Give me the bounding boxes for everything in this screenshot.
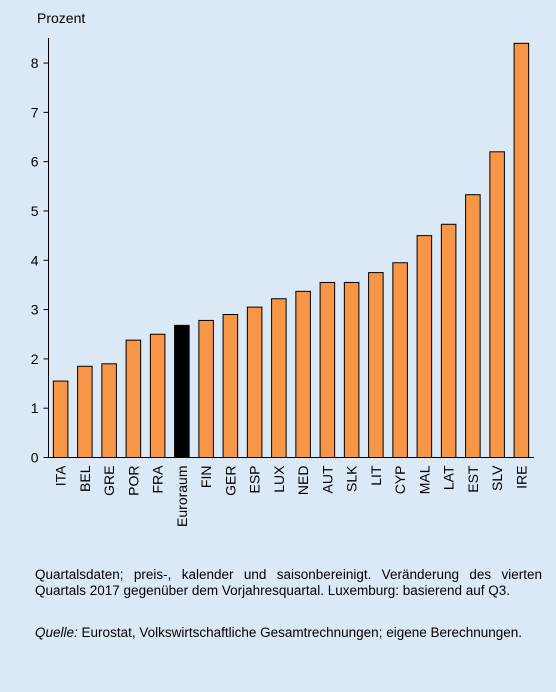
x-tick-label: SLV: [489, 465, 505, 491]
x-tick-label: ITA: [53, 465, 69, 486]
x-tick-label: IRE: [513, 466, 529, 489]
source-label: Quelle:: [35, 625, 78, 640]
bar: [368, 272, 384, 458]
x-tick-label: MAL: [416, 465, 432, 494]
source-text: Eurostat, Volkswirtschaftliche Gesamtrec…: [81, 625, 523, 640]
x-tick-label: ESP: [247, 466, 263, 494]
x-tick-label: Euroraum: [174, 466, 190, 527]
y-tick-label: 6: [31, 154, 39, 170]
bar: [52, 380, 69, 459]
y-tick-label: 3: [31, 302, 39, 318]
source: Quelle: Eurostat, Volkswirtschaftliche G…: [35, 625, 542, 641]
bar: [174, 324, 190, 458]
x-tick-label: LIT: [368, 465, 384, 486]
bar: [416, 235, 433, 458]
note: Quartalsdaten; preis-, kalender und sais…: [35, 567, 542, 598]
bar: [513, 42, 530, 458]
bar: [101, 363, 117, 458]
x-tick-label: LAT: [441, 465, 457, 490]
bar: [343, 281, 360, 458]
x-tick-label: AUT: [319, 465, 335, 493]
x-tick-label: FIN: [198, 466, 214, 489]
bar: [319, 281, 336, 458]
bar: [295, 290, 311, 458]
bar: [440, 223, 457, 458]
bar: [246, 306, 263, 458]
bar: [198, 319, 214, 459]
x-tick-label: POR: [125, 466, 141, 496]
x-tick-label: CYP: [392, 466, 408, 495]
x-tick-label: GER: [222, 466, 238, 496]
bar: [77, 365, 93, 458]
chart: Prozent 0 1 2 3 4 5 6 7 8 ITA BEL GRE POR FRA Euroraum…: [31, 10, 534, 527]
bar: [125, 339, 142, 459]
y-tick-label: 0: [31, 450, 39, 466]
x-tick-label: EST: [465, 465, 481, 493]
x-tick-label: GRE: [101, 466, 117, 496]
y-tick-label: 2: [31, 351, 39, 367]
x-tick-label: BEL: [77, 465, 93, 492]
y-tick-label: 4: [31, 252, 39, 268]
x-tick-label: FRA: [150, 465, 166, 494]
bar: [271, 298, 287, 458]
y-tick-label: 5: [31, 203, 39, 219]
bar: [489, 151, 505, 458]
y-axis-label: Prozent: [37, 10, 85, 26]
bar: [149, 333, 166, 458]
x-tick-label: SLK: [344, 465, 360, 492]
bar: [465, 194, 481, 458]
y-tick-label: 7: [31, 104, 39, 120]
x-tick-label: NED: [295, 466, 311, 496]
y-tick-label: 8: [31, 55, 39, 71]
bar: [392, 262, 408, 458]
y-tick-label: 1: [31, 400, 39, 416]
bar: [222, 314, 239, 458]
x-tick-label: LUX: [271, 465, 287, 493]
